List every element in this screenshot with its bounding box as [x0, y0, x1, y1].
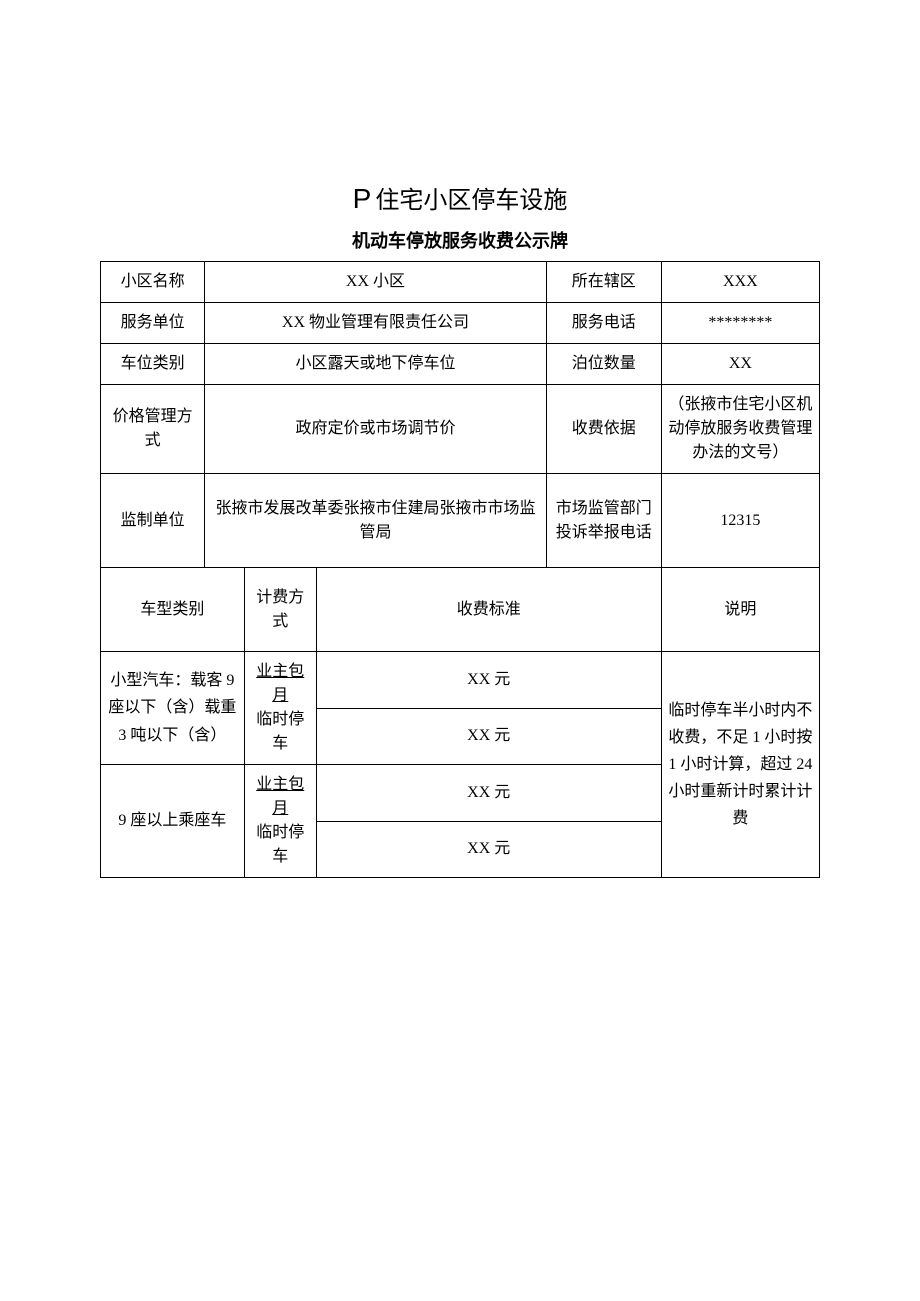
billing-method-small: 业主包月 临时停车 — [244, 652, 316, 765]
label-complaint-phone: 市场监管部门投诉举报电话 — [546, 474, 661, 568]
label-community-name: 小区名称 — [101, 262, 205, 303]
value-district: XXX — [661, 262, 819, 303]
label-price-mgmt: 价格管理方式 — [101, 385, 205, 474]
header-vehicle-type: 车型类别 — [101, 568, 245, 652]
table-row: 车位类别 小区露天或地下停车位 泊位数量 XX — [101, 344, 820, 385]
fee-large-temp: XX 元 — [316, 821, 661, 878]
value-space-type: 小区露天或地下停车位 — [205, 344, 546, 385]
method-monthly: 业主包月 — [256, 776, 304, 817]
value-space-count: XX — [661, 344, 819, 385]
header-note: 说明 — [661, 568, 819, 652]
header-billing-method: 计费方式 — [244, 568, 316, 652]
value-fee-basis: （张掖市住宅小区机动停放服务收费管理办法的文号） — [661, 385, 819, 474]
table-row: 小型汽车：载客 9 座以下（含）载重 3 吨以下（含） 业主包月 临时停车 XX… — [101, 652, 820, 709]
table-row: 车型类别 计费方式 收费标准 说明 — [101, 568, 820, 652]
table-row: 服务单位 XX 物业管理有限责任公司 服务电话 ******** — [101, 303, 820, 344]
header-fee-standard: 收费标准 — [316, 568, 661, 652]
fee-small-monthly: XX 元 — [316, 652, 661, 709]
vehicle-type-small: 小型汽车：载客 9 座以下（含）载重 3 吨以下（含） — [101, 652, 245, 765]
vehicle-type-large: 9 座以上乘座车 — [101, 765, 245, 878]
label-supervise-unit: 监制单位 — [101, 474, 205, 568]
method-temp: 临时停车 — [256, 711, 304, 752]
value-supervise-unit: 张掖市发展改革委张掖市住建局张掖市市场监管局 — [205, 474, 546, 568]
method-monthly: 业主包月 — [256, 663, 304, 704]
title-text: 住宅小区停车设施 — [375, 187, 567, 214]
billing-method-large: 业主包月 临时停车 — [244, 765, 316, 878]
table-row: 监制单位 张掖市发展改革委张掖市住建局张掖市市场监管局 市场监管部门投诉举报电话… — [101, 474, 820, 568]
main-title: P住宅小区停车设施 — [100, 180, 820, 215]
table-row: 小区名称 XX 小区 所在辖区 XXX — [101, 262, 820, 303]
document-container: P住宅小区停车设施 机动车停放服务收费公示牌 小区名称 XX 小区 所在辖区 X… — [100, 180, 820, 878]
label-service-phone: 服务电话 — [546, 303, 661, 344]
title-prefix: P — [353, 183, 372, 214]
method-temp: 临时停车 — [256, 824, 304, 865]
value-community-name: XX 小区 — [205, 262, 546, 303]
fee-note: 临时停车半小时内不收费，不足 1 小时按 1 小时计算，超过 24 小时重新计时… — [661, 652, 819, 878]
fee-table: 小区名称 XX 小区 所在辖区 XXX 服务单位 XX 物业管理有限责任公司 服… — [100, 261, 820, 878]
value-service-phone: ******** — [661, 303, 819, 344]
label-space-type: 车位类别 — [101, 344, 205, 385]
fee-large-monthly: XX 元 — [316, 765, 661, 822]
subtitle: 机动车停放服务收费公示牌 — [100, 227, 820, 253]
value-price-mgmt: 政府定价或市场调节价 — [205, 385, 546, 474]
label-fee-basis: 收费依据 — [546, 385, 661, 474]
value-complaint-phone: 12315 — [661, 474, 819, 568]
fee-small-temp: XX 元 — [316, 708, 661, 765]
table-row: 价格管理方式 政府定价或市场调节价 收费依据 （张掖市住宅小区机动停放服务收费管… — [101, 385, 820, 474]
value-service-unit: XX 物业管理有限责任公司 — [205, 303, 546, 344]
label-service-unit: 服务单位 — [101, 303, 205, 344]
label-space-count: 泊位数量 — [546, 344, 661, 385]
label-district: 所在辖区 — [546, 262, 661, 303]
